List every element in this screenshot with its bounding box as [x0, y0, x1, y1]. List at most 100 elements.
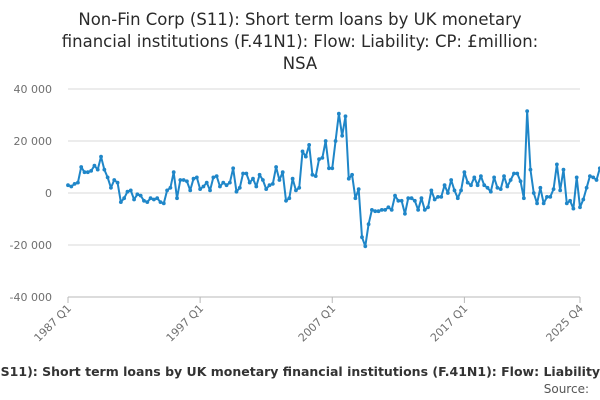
- data-point: [472, 175, 477, 180]
- data-point: [280, 170, 285, 175]
- data-point: [99, 154, 103, 159]
- data-point: [188, 188, 193, 193]
- data-point: [171, 170, 176, 175]
- data-point: [383, 208, 388, 212]
- data-point: [214, 174, 219, 179]
- gridlines: [68, 88, 580, 246]
- data-point: [227, 180, 232, 185]
- data-point: [310, 172, 315, 177]
- data-point: [142, 198, 146, 203]
- data-point: [208, 188, 212, 193]
- data-point: [155, 196, 160, 201]
- data-point: [449, 178, 454, 182]
- data-point: [373, 209, 378, 214]
- legend-series-label: (S11): Short term loans by UK monetary f…: [0, 364, 600, 379]
- data-point: [145, 200, 150, 205]
- data-point: [79, 165, 84, 169]
- data-point: [234, 189, 239, 194]
- data-point: [505, 184, 510, 189]
- data-point: [201, 184, 206, 189]
- data-point: [118, 200, 123, 205]
- data-point: [178, 178, 183, 182]
- data-point: [270, 182, 275, 186]
- data-point: [92, 163, 97, 168]
- data-point: [109, 185, 113, 190]
- data-point: [518, 179, 523, 184]
- data-point: [115, 180, 120, 185]
- source-label: Source:: [544, 382, 589, 396]
- data-point: [82, 170, 87, 175]
- chart-title: Non-Fin Corp (S11): Short term loans by …: [62, 10, 539, 73]
- data-point: [545, 195, 549, 199]
- chart-title-line-1: Non-Fin Corp (S11): Short term loans by …: [78, 10, 522, 29]
- y-axis-tick-labels: 40 000 20 000 0 -20 000 -40 000: [10, 83, 52, 304]
- data-point: [360, 235, 364, 240]
- series-line: [67, 110, 600, 248]
- data-point: [548, 195, 553, 199]
- data-point: [89, 169, 94, 173]
- data-point: [495, 185, 500, 190]
- data-point: [158, 200, 163, 205]
- data-point: [135, 192, 140, 197]
- data-point: [254, 184, 259, 189]
- data-point: [102, 167, 107, 172]
- data-point: [455, 196, 460, 201]
- data-point: [588, 174, 592, 179]
- data-point: [125, 189, 130, 194]
- data-point: [323, 139, 328, 143]
- data-point: [597, 166, 600, 171]
- data-point: [330, 166, 335, 171]
- data-point: [479, 174, 483, 179]
- data-point: [366, 222, 371, 227]
- data-point: [85, 170, 90, 175]
- data-point: [465, 180, 470, 185]
- data-point: [218, 184, 222, 189]
- data-point: [416, 208, 421, 212]
- data-point: [412, 198, 417, 203]
- data-point: [554, 162, 559, 167]
- data-point: [327, 166, 331, 171]
- data-point: [568, 198, 572, 203]
- data-point: [512, 171, 516, 176]
- data-point: [498, 187, 503, 192]
- data-point: [244, 171, 249, 176]
- data-point: [307, 143, 312, 147]
- series-group: [66, 109, 600, 249]
- data-point: [515, 171, 520, 176]
- data-point: [287, 196, 292, 201]
- data-point: [257, 172, 262, 177]
- data-point: [462, 170, 467, 175]
- data-point: [386, 205, 391, 210]
- data-point: [198, 187, 203, 192]
- data-point: [290, 176, 295, 181]
- data-point: [422, 208, 427, 212]
- data-point: [346, 176, 351, 181]
- data-point: [521, 196, 526, 201]
- chart-title-line-3: NSA: [283, 54, 318, 73]
- data-point: [165, 188, 170, 193]
- chart-title-line-2: financial institutions (F.41N1): Flow: L…: [62, 32, 539, 51]
- data-point: [303, 154, 308, 159]
- data-point: [432, 197, 437, 202]
- data-point: [538, 185, 543, 190]
- data-point: [69, 184, 74, 189]
- data-point: [204, 180, 209, 185]
- data-point: [175, 196, 179, 201]
- data-point: [221, 180, 226, 185]
- data-point: [574, 175, 579, 180]
- data-point: [439, 195, 444, 199]
- data-point: [409, 196, 414, 201]
- data-point: [389, 208, 394, 212]
- data-point: [267, 183, 272, 188]
- data-point: [211, 175, 216, 180]
- data-point: [561, 167, 566, 172]
- data-point: [277, 178, 282, 182]
- data-point: [508, 178, 513, 182]
- data-point: [274, 165, 278, 169]
- data-point: [442, 183, 447, 188]
- data-point: [403, 211, 407, 216]
- data-point: [297, 185, 302, 190]
- data-point: [284, 198, 288, 203]
- data-point: [151, 197, 156, 202]
